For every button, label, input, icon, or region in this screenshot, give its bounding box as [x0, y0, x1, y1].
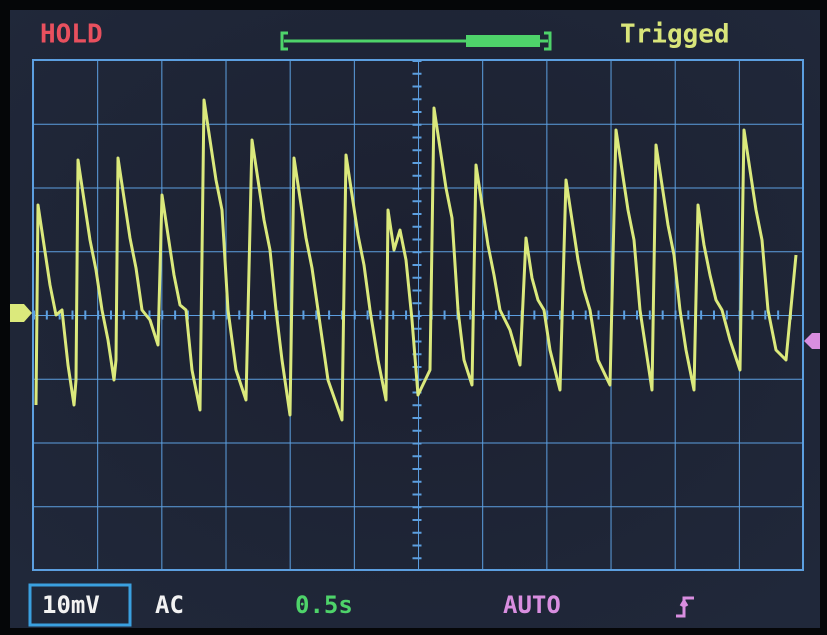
- mode-label: HOLD: [40, 20, 103, 50]
- oscilloscope-screen: HOLD Trigged 10mV AC 0.5s AUTO: [0, 0, 827, 635]
- coupling: AC: [155, 591, 184, 619]
- trigger-mode: AUTO: [503, 591, 561, 619]
- trigger-status: Trigged: [620, 20, 730, 50]
- volts-per-div: 10mV: [42, 591, 100, 619]
- timebase: 0.5s: [295, 591, 353, 619]
